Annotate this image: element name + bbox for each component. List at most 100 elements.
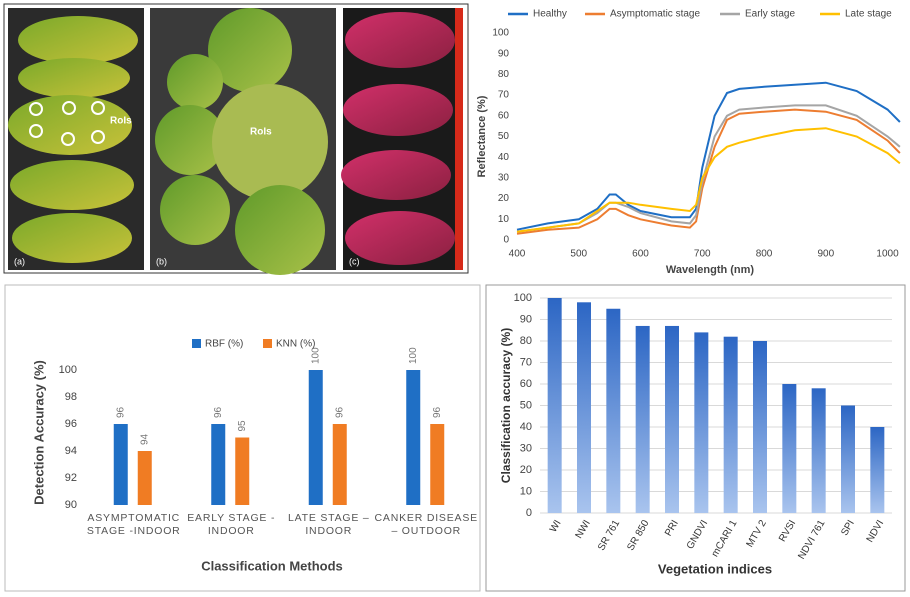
bar: [430, 424, 445, 505]
x-tick-label: SPI: [839, 518, 857, 537]
line-series: [516, 127, 901, 233]
panel-frame: [4, 284, 481, 592]
y-tick-label: 100: [492, 28, 509, 39]
legend-label: RBF (%): [205, 339, 243, 350]
x-tick-label: 400: [509, 249, 526, 260]
bar: [694, 332, 709, 513]
x-tick-label: EARLY STAGE - INDOOR: [187, 512, 276, 537]
photo-edge: [455, 8, 463, 270]
roi-label: RoIs: [110, 116, 132, 127]
panel-label: (a): [14, 256, 25, 266]
y-tick-label: 50: [498, 131, 510, 142]
x-tick-label: 1000: [876, 249, 899, 260]
leaf: [341, 150, 451, 200]
leaf: [345, 211, 455, 265]
bar: [665, 325, 679, 513]
fruit: [208, 8, 292, 92]
y-tick-label: 90: [65, 499, 77, 511]
leaf: [343, 84, 453, 136]
x-axis-title: Classification Methods: [201, 558, 343, 573]
y-axis-title: Classification accuracy (%): [499, 328, 513, 483]
bar: [211, 424, 226, 505]
x-tick-label: NDVI 761: [796, 518, 827, 561]
leaf: [10, 160, 134, 210]
x-tick-label: MTV 2: [745, 518, 769, 549]
x-tick-label: 700: [694, 249, 711, 260]
y-tick-label: 90: [520, 313, 532, 325]
y-tick-label: 70: [498, 90, 510, 101]
x-tick-label: PRI: [663, 518, 681, 538]
legend-label: Asymptomatic stage: [610, 9, 700, 20]
y-tick-label: 60: [498, 110, 510, 121]
y-tick-label: 94: [65, 445, 77, 457]
value-label: 95: [237, 420, 248, 432]
legend-label: Late stage: [845, 9, 892, 20]
bar: [870, 427, 885, 513]
bar: [113, 424, 128, 505]
y-tick-label: 50: [520, 399, 532, 411]
y-tick-label: 80: [520, 335, 532, 347]
y-tick-label: 98: [65, 391, 77, 403]
value-label: 100: [310, 347, 321, 364]
line-series: [516, 108, 901, 235]
line-series: [516, 104, 901, 233]
value-label: 100: [408, 347, 419, 364]
legend-label: KNN (%): [276, 339, 315, 350]
fruit: [212, 84, 328, 200]
y-tick-label: 0: [526, 507, 532, 519]
y-tick-label: 0: [503, 235, 509, 246]
x-tick-label: CANKER DISEASE – OUTDOOR: [374, 512, 478, 537]
bar: [406, 370, 421, 505]
leaf: [345, 12, 455, 68]
x-axis-title: Vegetation indices: [658, 561, 772, 576]
leaf: [18, 16, 138, 64]
line-series: [516, 81, 901, 231]
fruit: [155, 105, 225, 175]
bar: [635, 325, 650, 513]
x-tick-label: NDVI: [865, 518, 886, 544]
y-tick-label: 80: [498, 69, 510, 80]
leaf: [18, 58, 130, 98]
fruit: [160, 175, 230, 245]
y-tick-label: 10: [520, 485, 532, 497]
y-tick-label: 100: [514, 292, 532, 304]
x-tick-label: RVSI: [777, 518, 798, 544]
x-tick-label: SR 850: [625, 518, 651, 553]
x-tick-label: WI: [548, 518, 564, 534]
x-tick-label: NWI: [574, 518, 593, 540]
y-tick-label: 40: [520, 421, 532, 433]
x-tick-label: GNDVI: [685, 518, 710, 551]
leaf: [12, 213, 132, 263]
y-axis-title: Detection Accuracy (%): [31, 360, 46, 505]
panel-frame: [485, 284, 906, 592]
y-axis-title: Reflectance (%): [476, 95, 488, 177]
value-label: 96: [213, 406, 224, 418]
x-axis-title: Wavelength (nm): [666, 264, 755, 276]
x-tick-label: ASYMPTOMATIC STAGE -INDOOR: [86, 512, 181, 537]
legend-swatch: [192, 339, 201, 348]
roi-label: RoIs: [250, 127, 272, 138]
value-label: 96: [334, 406, 345, 418]
x-tick-label: 500: [570, 249, 587, 260]
bar: [723, 336, 738, 513]
bar: [753, 341, 767, 513]
y-tick-label: 90: [498, 48, 510, 59]
x-tick-label: 600: [632, 249, 649, 260]
bar: [577, 302, 591, 513]
y-tick-label: 92: [65, 472, 77, 484]
bar: [782, 384, 797, 513]
fruit: [235, 185, 325, 275]
bar: [235, 437, 250, 505]
legend-label: Early stage: [745, 9, 795, 20]
value-label: 96: [432, 406, 443, 418]
value-label: 96: [115, 406, 126, 418]
x-tick-label: LATE STAGE – INDOOR: [287, 512, 370, 537]
bar: [841, 405, 855, 513]
bar: [811, 388, 826, 513]
x-tick-label: mCARI 1: [710, 518, 740, 559]
bar: [308, 370, 323, 505]
value-label: 94: [139, 433, 150, 445]
y-tick-label: 20: [498, 193, 510, 204]
